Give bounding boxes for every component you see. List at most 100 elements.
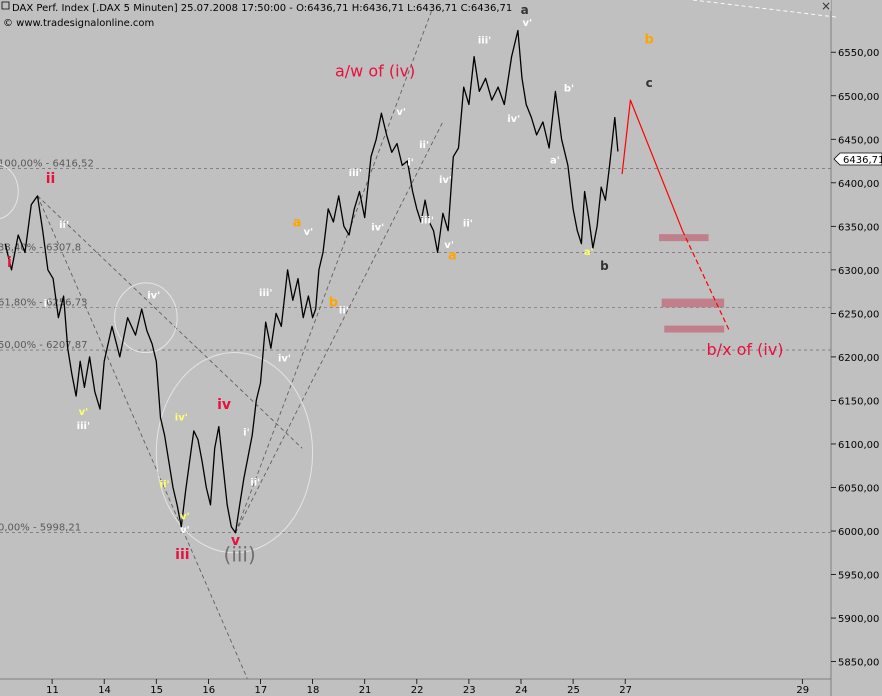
y-tick-label: 6200,00: [838, 353, 879, 364]
x-tick-label: 22: [411, 685, 424, 696]
wave-label: ii: [46, 171, 56, 187]
y-tick-label: 6050,00: [838, 483, 879, 494]
fib-level-label: 38,40% - 6307,8: [0, 242, 81, 253]
sub-wave-label: v': [396, 107, 406, 118]
target-zone: [659, 234, 709, 242]
fib-level-label: 61,80% - 6256,73: [0, 298, 87, 309]
y-axis: 5850,00 5900,00 5950,00 6000,00 6050,00 6100,…: [831, 48, 879, 669]
sub-wave-label: i': [407, 157, 414, 168]
target-zones: [659, 234, 725, 333]
sub-wave-label: iv': [371, 223, 384, 234]
y-tick-label: 5900,00: [838, 614, 879, 625]
wave-label: a: [293, 215, 302, 230]
x-axis: 11 14 15 16 17 18 21 22 23 24 25 27 29: [46, 679, 809, 696]
sub-wave-label: v': [180, 525, 190, 536]
x-tick-label: 27: [619, 685, 632, 696]
wave-label: iii: [175, 547, 189, 563]
sub-wave-label: i': [243, 427, 250, 438]
price-tag: 6436,71: [833, 152, 882, 166]
wave-labels: a/w of (iv)b/x of (iv)(iii)iiiiiiivvabab…: [7, 3, 784, 567]
wave-label: b/x of (iv): [707, 340, 784, 359]
sub-wave-label: ii': [463, 218, 473, 229]
wave-label: b: [329, 295, 338, 310]
wave-label: (iii): [224, 542, 256, 566]
sub-wave-label: iii': [478, 36, 491, 47]
sub-wave-label: v': [444, 240, 454, 251]
sub-wave-label: iv': [507, 114, 520, 125]
sub-wave-label: iii': [349, 168, 362, 179]
sub-wave-label: ii': [339, 305, 349, 316]
y-tick-label: 5850,00: [838, 658, 879, 669]
x-tick-label: 25: [567, 685, 580, 696]
y-tick-label: 5950,00: [838, 571, 879, 582]
wave-label: b: [645, 33, 654, 48]
wave-label: v: [231, 533, 240, 549]
y-tick-label: 6100,00: [838, 440, 879, 451]
trendlines-layer: [0, 0, 839, 680]
sub-wave-label: v': [304, 227, 314, 238]
sub-wave-label: a': [550, 156, 560, 167]
sub-wave-label: ii': [250, 478, 260, 489]
y-tick-label: 6450,00: [838, 135, 879, 146]
fib-level-label: 100,00% - 6416,52: [0, 158, 94, 169]
wave-label: a: [448, 248, 457, 263]
sub-wave-label: ii': [419, 140, 429, 151]
wave-label: b: [600, 259, 609, 273]
sub-wave-label: iv': [175, 412, 188, 423]
wave-label: i: [7, 255, 12, 271]
sub-wave-label: iv': [439, 175, 452, 186]
wave-label: c: [646, 76, 653, 90]
x-tick-label: 16: [202, 685, 215, 696]
y-tick-label: 6550,00: [838, 48, 879, 59]
x-tick-label: 14: [98, 685, 111, 696]
sub-wave-label: b': [564, 83, 574, 94]
sub-wave-label: ii': [59, 220, 69, 231]
watermark-text: © www.tradesignalonline.com: [3, 18, 154, 29]
price-tag-value: 6436,71: [843, 155, 882, 166]
trendline: [235, 8, 433, 533]
x-tick-label: 15: [150, 685, 163, 696]
price-tag-box: [833, 152, 882, 166]
y-tick-label: 6250,00: [838, 309, 879, 320]
y-tick-label: 6000,00: [838, 527, 879, 538]
target-zone: [664, 325, 725, 333]
trendline: [37, 195, 303, 449]
close-icon[interactable]: ×: [821, 0, 831, 13]
wave-label: a/w of (iv): [335, 62, 415, 81]
sub-wave-label: a': [584, 247, 594, 258]
x-tick-label: 23: [463, 685, 476, 696]
series-line-price: [4, 29, 619, 534]
sub-wave-label: iii': [259, 288, 272, 299]
sub-wave-label: v': [79, 407, 89, 418]
y-tick-label: 6300,00: [838, 266, 879, 277]
x-tick-label: 17: [255, 685, 268, 696]
wave-circle: [155, 352, 314, 554]
y-tick-label: 6500,00: [838, 92, 879, 103]
x-tick-label: 21: [359, 685, 372, 696]
sub-wave-label: v': [180, 512, 190, 523]
y-tick-label: 6150,00: [838, 396, 879, 407]
sub-wave-label: iv': [147, 291, 160, 302]
fib-level-label: 50,00% - 6207,87: [0, 340, 87, 351]
sub-wave-label: iii': [77, 421, 90, 432]
chart-title: DAX Perf. Index [.DAX 5 Minuten] 25.07.2…: [12, 3, 512, 14]
trendline: [37, 195, 248, 680]
sub-wave-label: ii': [160, 479, 170, 490]
series-layer: [4, 29, 730, 534]
target-zone: [661, 298, 725, 308]
wave-label: a: [521, 3, 529, 17]
window-menu-icon[interactable]: [1, 1, 10, 10]
sub-wave-label: iii': [421, 216, 434, 227]
fib-level-label: 0,00% - 5998,21: [0, 523, 81, 534]
close-button[interactable]: [820, 0, 831, 11]
x-tick-label: 11: [46, 685, 59, 696]
sub-wave-label: i': [44, 298, 51, 309]
sub-wave-label: v': [522, 18, 532, 29]
series-line-forecast: [621, 99, 684, 231]
x-tick-label: 29: [796, 685, 809, 696]
trendline: [692, 0, 839, 18]
y-tick-label: 6350,00: [838, 222, 879, 233]
x-tick-label: 24: [515, 685, 528, 696]
